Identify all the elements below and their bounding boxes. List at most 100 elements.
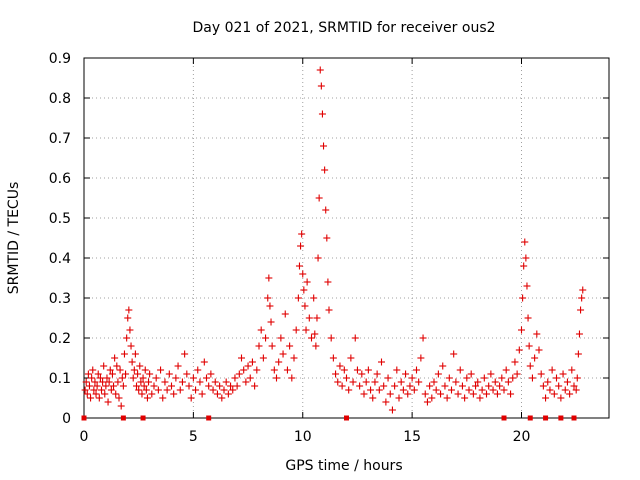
data-point — [281, 310, 289, 318]
data-point — [386, 390, 394, 398]
data-point — [82, 378, 90, 386]
data-point — [246, 374, 254, 382]
x-tick-label: 5 — [189, 429, 198, 445]
data-point — [391, 382, 399, 390]
data-point — [502, 366, 510, 374]
data-point — [312, 342, 320, 350]
data-point — [469, 390, 477, 398]
data-point — [126, 326, 134, 334]
data-point — [231, 374, 239, 382]
data-point — [222, 378, 230, 386]
data-point — [340, 366, 348, 374]
data-point — [369, 394, 377, 402]
data-point — [523, 282, 531, 290]
data-point — [563, 378, 571, 386]
data-point — [313, 314, 321, 322]
data-point — [94, 370, 102, 378]
x-tick-label: 20 — [513, 429, 531, 445]
data-point — [461, 394, 469, 402]
data-point — [143, 394, 151, 402]
data-point — [315, 194, 323, 202]
zero-marker — [558, 415, 564, 421]
data-point — [211, 378, 219, 386]
data-point — [345, 386, 353, 394]
data-point — [423, 398, 431, 406]
zero-marker — [527, 415, 533, 421]
data-point — [255, 342, 263, 350]
data-point — [146, 370, 154, 378]
data-point — [524, 314, 532, 322]
data-point — [150, 382, 158, 390]
data-points — [81, 66, 587, 421]
data-point — [165, 370, 173, 378]
data-point — [161, 378, 169, 386]
data-point — [194, 366, 202, 374]
data-point — [138, 390, 146, 398]
data-point — [318, 110, 326, 118]
data-point — [267, 318, 275, 326]
data-point — [200, 358, 208, 366]
data-point — [91, 378, 99, 386]
data-point — [465, 386, 473, 394]
data-point — [476, 394, 484, 402]
data-point — [235, 370, 243, 378]
data-point — [417, 354, 425, 362]
data-point — [483, 390, 490, 398]
data-point — [114, 378, 122, 386]
data-point — [419, 334, 427, 342]
data-point — [216, 382, 224, 390]
data-point — [410, 386, 418, 394]
data-point — [292, 326, 300, 334]
data-point — [542, 394, 550, 402]
data-point — [108, 370, 116, 378]
data-point — [478, 386, 486, 394]
data-point — [320, 142, 328, 150]
data-point — [317, 82, 325, 90]
data-point — [134, 370, 142, 378]
data-point — [163, 386, 171, 394]
data-point — [439, 362, 447, 370]
data-point — [89, 366, 97, 374]
data-point — [104, 398, 112, 406]
data-point — [504, 378, 512, 386]
data-point — [130, 366, 138, 374]
data-point — [117, 402, 125, 410]
data-point — [437, 390, 445, 398]
data-point — [553, 374, 560, 382]
y-tick-label: 0.2 — [49, 331, 71, 347]
data-point — [196, 378, 204, 386]
data-point — [298, 230, 306, 238]
data-point — [548, 366, 556, 374]
data-point — [487, 370, 495, 378]
data-point — [329, 354, 337, 362]
data-point — [266, 302, 274, 310]
data-point — [507, 390, 515, 398]
data-point — [537, 370, 545, 378]
data-point — [380, 382, 388, 390]
data-point — [518, 326, 525, 334]
data-point — [573, 374, 581, 382]
data-point — [116, 366, 124, 374]
data-point — [566, 390, 574, 398]
data-point — [415, 378, 423, 386]
y-tick-label: 0 — [62, 411, 71, 427]
data-point — [535, 346, 543, 354]
data-point — [135, 386, 143, 394]
data-point — [233, 382, 241, 390]
data-point — [531, 354, 539, 362]
data-point — [297, 242, 305, 250]
data-point — [421, 390, 429, 398]
data-point — [251, 382, 259, 390]
data-point — [183, 370, 191, 378]
data-point — [485, 382, 493, 390]
data-point — [96, 374, 104, 382]
data-point — [299, 270, 307, 278]
data-point — [122, 370, 130, 378]
data-point — [141, 366, 149, 374]
data-point — [347, 354, 355, 362]
data-point — [242, 378, 250, 386]
data-point — [519, 294, 527, 302]
data-point — [120, 350, 128, 358]
data-point — [84, 370, 92, 378]
